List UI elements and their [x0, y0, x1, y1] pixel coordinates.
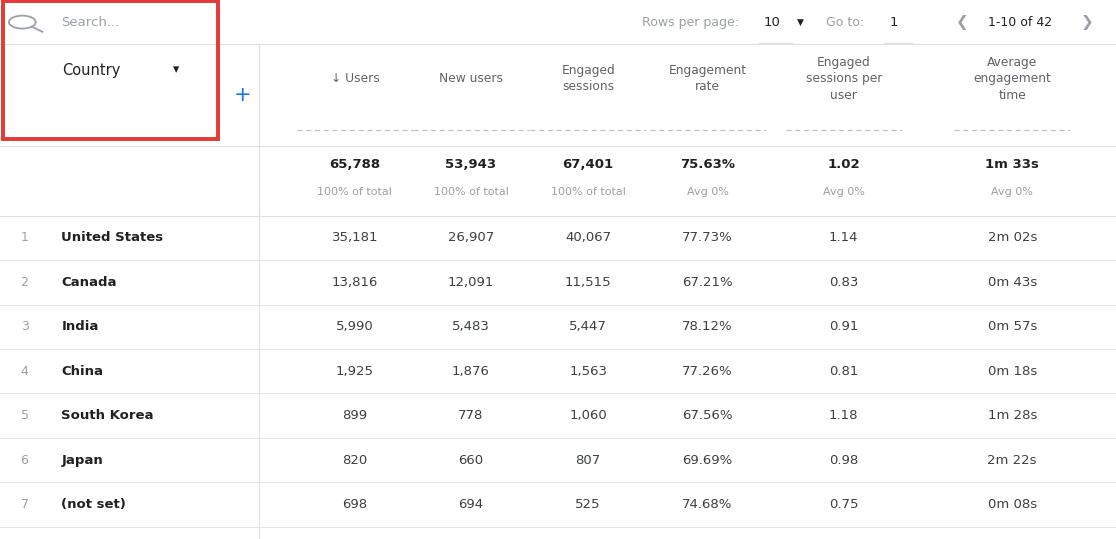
Text: South Korea: South Korea — [61, 409, 154, 422]
Text: 100% of total: 100% of total — [550, 188, 626, 197]
Text: New users: New users — [439, 72, 503, 85]
Text: Go to:: Go to: — [826, 16, 864, 29]
Text: 100% of total: 100% of total — [317, 188, 393, 197]
Text: Japan: Japan — [61, 454, 103, 467]
Text: ↓ Users: ↓ Users — [330, 72, 379, 85]
Text: 1.18: 1.18 — [829, 409, 858, 422]
Text: 67.21%: 67.21% — [682, 276, 733, 289]
Text: Engaged
sessions: Engaged sessions — [561, 64, 615, 93]
Text: 1: 1 — [889, 16, 898, 29]
Text: 11,515: 11,515 — [565, 276, 612, 289]
Text: 1,060: 1,060 — [569, 409, 607, 422]
Text: 2m 02s: 2m 02s — [988, 231, 1037, 244]
Text: 899: 899 — [343, 409, 367, 422]
Text: 0.91: 0.91 — [829, 320, 858, 333]
Text: 1m 33s: 1m 33s — [985, 158, 1039, 171]
Text: 698: 698 — [343, 498, 367, 511]
Text: 10: 10 — [763, 16, 780, 29]
Text: 13,816: 13,816 — [331, 276, 378, 289]
Text: Engagement
rate: Engagement rate — [668, 64, 747, 93]
Text: 1: 1 — [20, 231, 29, 244]
Text: 3: 3 — [20, 320, 29, 333]
Text: 5,483: 5,483 — [452, 320, 490, 333]
Text: 0m 18s: 0m 18s — [988, 365, 1037, 378]
Text: 26,907: 26,907 — [448, 231, 494, 244]
Text: 2m 22s: 2m 22s — [988, 454, 1037, 467]
Text: 0.98: 0.98 — [829, 454, 858, 467]
Text: 77.73%: 77.73% — [682, 231, 733, 244]
Text: Avg 0%: Avg 0% — [822, 188, 865, 197]
Text: 74.68%: 74.68% — [682, 498, 733, 511]
Text: 1m 28s: 1m 28s — [988, 409, 1037, 422]
Text: ❮: ❮ — [955, 15, 969, 30]
Text: 40,067: 40,067 — [565, 231, 612, 244]
Text: 78.12%: 78.12% — [682, 320, 733, 333]
Text: +: + — [233, 85, 251, 105]
Text: Country: Country — [62, 63, 121, 78]
Text: 1,925: 1,925 — [336, 365, 374, 378]
Text: Engaged
sessions per
user: Engaged sessions per user — [806, 56, 882, 102]
Text: 0m 57s: 0m 57s — [988, 320, 1037, 333]
Text: Canada: Canada — [61, 276, 117, 289]
Text: 1-10 of 42: 1-10 of 42 — [988, 16, 1052, 29]
Text: 1.02: 1.02 — [827, 158, 860, 171]
Text: 5: 5 — [20, 409, 29, 422]
Text: ▼: ▼ — [797, 18, 804, 26]
Text: 67,401: 67,401 — [562, 158, 614, 171]
Text: 4: 4 — [20, 365, 29, 378]
Text: United States: United States — [61, 231, 164, 244]
Text: 778: 778 — [459, 409, 483, 422]
Text: 67.56%: 67.56% — [682, 409, 733, 422]
Text: 35,181: 35,181 — [331, 231, 378, 244]
Text: 807: 807 — [576, 454, 600, 467]
Text: 65,788: 65,788 — [329, 158, 381, 171]
Text: 0m 43s: 0m 43s — [988, 276, 1037, 289]
Text: 53,943: 53,943 — [445, 158, 497, 171]
Text: China: China — [61, 365, 104, 378]
Text: 0.81: 0.81 — [829, 365, 858, 378]
Text: 694: 694 — [459, 498, 483, 511]
Text: 660: 660 — [459, 454, 483, 467]
Text: 0m 08s: 0m 08s — [988, 498, 1037, 511]
Text: 6: 6 — [20, 454, 29, 467]
Text: 1.14: 1.14 — [829, 231, 858, 244]
Text: 100% of total: 100% of total — [433, 188, 509, 197]
Text: ▾: ▾ — [173, 64, 180, 77]
Text: 77.26%: 77.26% — [682, 365, 733, 378]
Text: Average
engagement
time: Average engagement time — [973, 56, 1051, 102]
Text: (not set): (not set) — [61, 498, 126, 511]
Text: 2: 2 — [20, 276, 29, 289]
Text: ❯: ❯ — [1080, 15, 1094, 30]
Text: 69.69%: 69.69% — [682, 454, 733, 467]
Text: 12,091: 12,091 — [448, 276, 494, 289]
Text: Avg 0%: Avg 0% — [686, 188, 729, 197]
Text: Avg 0%: Avg 0% — [991, 188, 1033, 197]
Text: 1,563: 1,563 — [569, 365, 607, 378]
Text: India: India — [61, 320, 98, 333]
Text: Search...: Search... — [61, 16, 119, 29]
Text: 5,990: 5,990 — [336, 320, 374, 333]
Text: 0.83: 0.83 — [829, 276, 858, 289]
Text: 820: 820 — [343, 454, 367, 467]
Text: 1,876: 1,876 — [452, 365, 490, 378]
Text: Rows per page:: Rows per page: — [642, 16, 739, 29]
Text: 7: 7 — [20, 498, 29, 511]
Text: 525: 525 — [576, 498, 600, 511]
Text: 5,447: 5,447 — [569, 320, 607, 333]
Text: 75.63%: 75.63% — [680, 158, 735, 171]
Text: 0.75: 0.75 — [829, 498, 858, 511]
